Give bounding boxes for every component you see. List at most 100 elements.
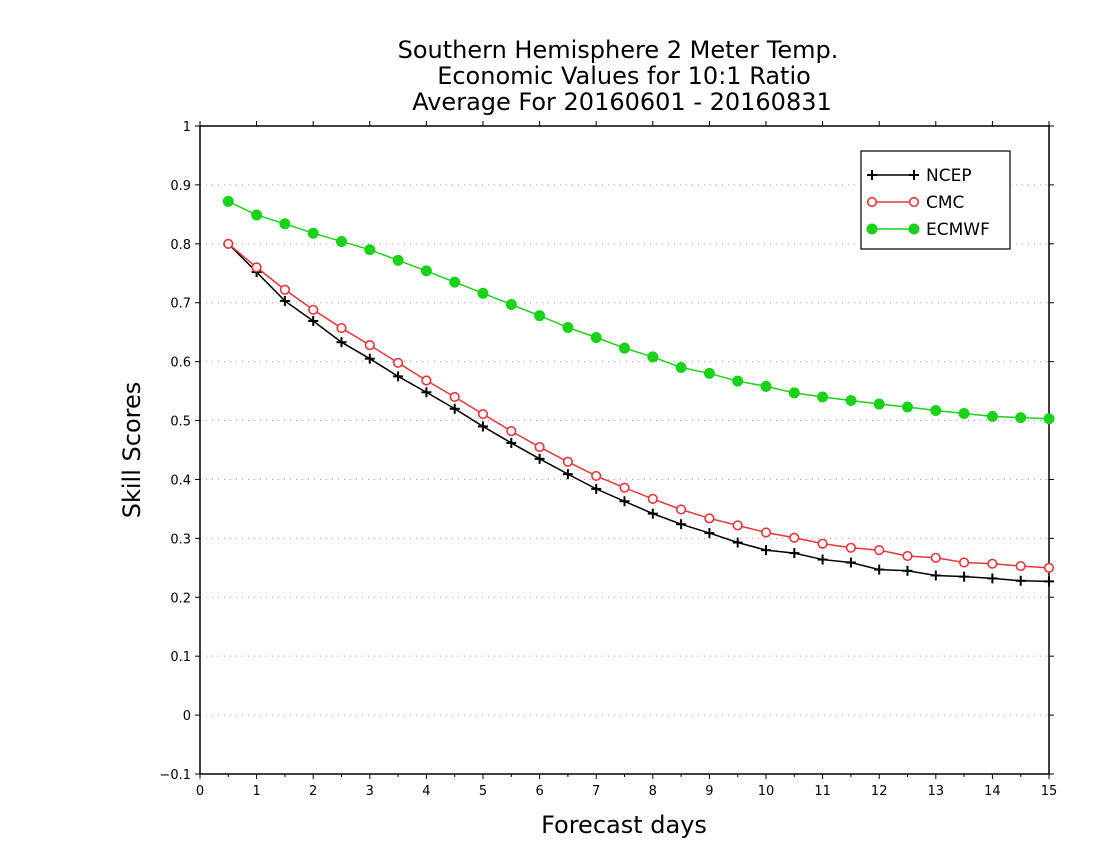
data-point <box>619 482 630 493</box>
x-tick-label: 5 <box>479 784 487 799</box>
data-point <box>336 337 347 348</box>
y-tick-label: 0.5 <box>170 415 191 430</box>
data-point <box>761 545 771 556</box>
data-point <box>874 545 885 556</box>
axis-ticks: −0.100.10.20.30.40.50.60.70.80.910 1 2 3 4 5 6… <box>159 120 1057 799</box>
data-point <box>959 571 970 582</box>
data-point <box>845 557 856 568</box>
data-point <box>251 262 262 273</box>
y-tick-label: 0.6 <box>170 356 191 371</box>
data-point <box>279 284 291 295</box>
y-tick-label: 0.4 <box>170 473 191 488</box>
data-point <box>562 321 574 333</box>
title-line-2: Economic Values for 10:1 Ratio <box>437 62 811 90</box>
legend-marker-left <box>867 170 877 180</box>
data-point <box>308 315 319 326</box>
data-point <box>760 380 772 392</box>
data-point <box>873 398 885 410</box>
y-axis-label: Skill Scores <box>118 382 146 519</box>
x-tick-label: 8 <box>649 784 657 799</box>
data-point <box>534 441 545 453</box>
data-point <box>393 371 404 382</box>
y-tick-label: 0.1 <box>170 650 191 665</box>
data-point <box>534 310 546 322</box>
legend-label: CMC <box>926 193 964 213</box>
data-point <box>647 493 658 504</box>
legend-marker-right <box>908 223 920 235</box>
data-point <box>619 496 630 507</box>
data-point <box>789 532 800 543</box>
x-tick-label: 9 <box>705 784 713 799</box>
data-point <box>902 401 913 413</box>
data-point <box>958 407 970 419</box>
data-point <box>619 342 630 354</box>
data-point <box>506 426 517 437</box>
x-tick-label: 13 <box>928 784 945 799</box>
series-line <box>227 243 1050 583</box>
data-point <box>675 504 687 515</box>
title-line-1: Southern Hemisphere 2 Meter Temp. <box>398 36 839 64</box>
data-point <box>732 375 744 387</box>
x-axis-label: Forecast days <box>541 811 707 839</box>
legend-item-cmc: CMC <box>866 193 964 213</box>
series-ecmwf <box>222 195 1055 425</box>
data-point <box>591 470 602 482</box>
data-point <box>732 520 743 531</box>
data-point <box>449 403 460 414</box>
data-point <box>307 227 319 239</box>
data-point <box>477 408 489 420</box>
data-point <box>987 573 998 584</box>
data-point <box>420 265 432 277</box>
legend: NCEP CMC ECMWF <box>860 150 1011 250</box>
data-point <box>703 367 715 379</box>
data-point <box>1015 560 1026 572</box>
data-point <box>986 410 998 422</box>
data-point <box>930 570 941 581</box>
data-point <box>845 542 857 553</box>
legend-item-ecmwf: ECMWF <box>866 220 990 240</box>
data-point <box>704 513 715 524</box>
y-tick-label: 0 <box>183 709 191 724</box>
legend-item-ncep: NCEP <box>867 166 972 186</box>
data-point <box>222 195 234 207</box>
x-tick-label: 12 <box>871 784 888 799</box>
x-tick-label: 14 <box>984 784 1001 799</box>
y-tick-label: 0.7 <box>170 297 191 312</box>
x-tick-label: 7 <box>592 784 600 799</box>
data-point <box>930 552 941 563</box>
data-point <box>364 244 376 256</box>
x-tick-label: 1 <box>252 784 260 799</box>
x-tick-label: 15 <box>1041 784 1058 799</box>
data-point <box>393 357 404 368</box>
chart-title: Southern Hemisphere 2 Meter Temp. Econom… <box>398 36 839 116</box>
data-point <box>308 304 319 315</box>
data-point <box>676 519 687 530</box>
data-point <box>364 353 375 364</box>
data-point <box>1015 575 1026 586</box>
data-point <box>1043 413 1055 425</box>
legend-marker-right <box>908 196 920 208</box>
data-point <box>647 351 659 363</box>
data-point <box>477 287 489 299</box>
data-point <box>505 298 517 310</box>
y-tick-label: 0.9 <box>170 179 191 194</box>
data-point <box>590 331 602 343</box>
data-point <box>449 391 460 403</box>
data-point <box>817 554 828 565</box>
data-point <box>817 538 828 549</box>
data-point <box>845 395 857 407</box>
y-tick-label: 0.8 <box>170 238 191 253</box>
data-point <box>562 456 574 467</box>
x-tick-label: 3 <box>366 784 374 799</box>
data-point <box>930 405 942 417</box>
data-point <box>421 375 432 386</box>
data-point <box>987 558 998 569</box>
legend-marker-right <box>909 170 919 180</box>
data-point <box>958 557 970 568</box>
y-tick-label: 1 <box>183 120 191 135</box>
grid <box>200 184 1049 716</box>
data-point <box>1015 412 1027 424</box>
title-line-3: Average For 20160601 - 20160831 <box>412 88 832 116</box>
x-tick-label: 4 <box>422 784 430 799</box>
